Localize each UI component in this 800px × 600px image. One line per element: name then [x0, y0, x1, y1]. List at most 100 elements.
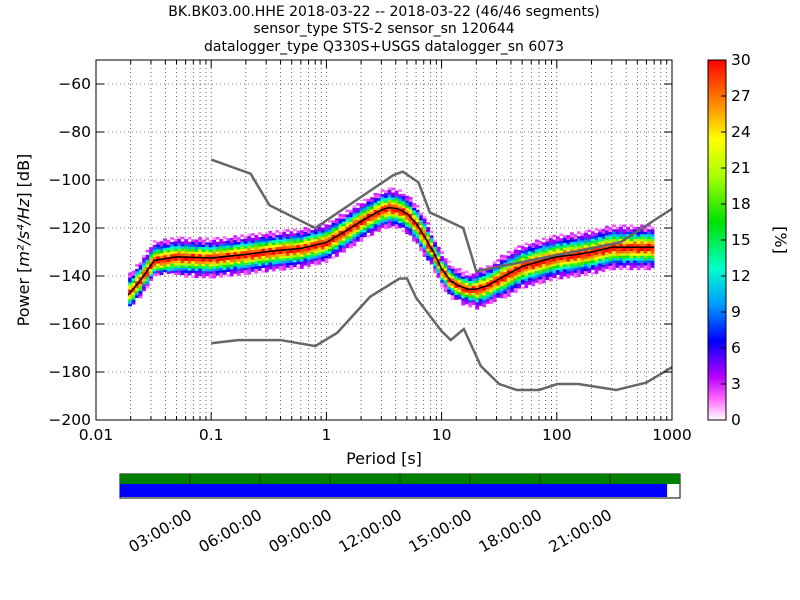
ppsd-cell — [626, 255, 630, 259]
ppsd-cell — [254, 256, 259, 260]
ppsd-cell — [461, 281, 466, 284]
ppsd-cell — [296, 266, 301, 270]
ppsd-cell — [622, 250, 627, 254]
ppsd-cell — [271, 261, 276, 265]
ppsd-cell — [184, 263, 189, 266]
colorbar-tick-label: 6 — [731, 339, 741, 357]
ppsd-cell — [447, 286, 452, 290]
ppsd-cell — [594, 261, 599, 265]
ppsd-cell — [598, 234, 602, 238]
ppsd-cell — [331, 251, 336, 255]
ppsd-cell — [349, 241, 353, 244]
ppsd-cell — [419, 239, 423, 242]
ppsd-cell — [212, 239, 217, 243]
ppsd-cell — [349, 214, 353, 218]
ppsd-cell — [359, 232, 364, 235]
ppsd-cell — [492, 297, 497, 300]
ppsd-cell — [324, 243, 329, 247]
ppsd-cell — [250, 269, 255, 272]
ppsd-cell — [145, 278, 150, 282]
ppsd-cell — [566, 244, 571, 248]
ppsd-cell — [250, 242, 255, 246]
ppsd-cell — [363, 215, 367, 219]
ppsd-cell — [464, 270, 469, 274]
ppsd-cell — [608, 267, 613, 271]
ppsd-cell — [384, 214, 388, 218]
ppsd-cell — [401, 193, 406, 197]
ppsd-cell — [166, 242, 171, 246]
ppsd-cell — [285, 233, 290, 237]
ppsd-cell — [201, 249, 206, 252]
ppsd-cell — [149, 249, 153, 253]
ppsd-cell — [433, 270, 438, 274]
ppsd-cell — [405, 214, 409, 218]
ppsd-cell — [306, 247, 311, 251]
ppsd-cell — [443, 270, 448, 273]
ppsd-cell — [184, 258, 189, 261]
ppsd-cell — [271, 242, 276, 246]
ppsd-cell — [180, 246, 185, 249]
ppsd-cell — [384, 190, 388, 194]
ppsd-cell — [534, 251, 539, 255]
ppsd-cell — [370, 201, 374, 205]
ppsd-cell — [352, 219, 357, 223]
ppsd-cell — [412, 231, 416, 235]
ppsd-cell — [584, 256, 588, 260]
ppsd-cell — [517, 283, 522, 287]
ppsd-cell — [377, 193, 381, 196]
ppsd-cell — [296, 237, 301, 241]
ppsd-cell — [177, 270, 182, 273]
ppsd-cell — [485, 272, 490, 275]
ppsd-cell — [142, 276, 146, 280]
mean-psd-line — [127, 206, 655, 296]
ppsd-cell — [142, 257, 146, 261]
ppsd-cell — [320, 249, 325, 252]
ppsd-cell — [191, 241, 196, 245]
ppsd-cell — [313, 241, 318, 244]
ppsd-cell — [626, 262, 630, 266]
ppsd-cell — [194, 249, 199, 252]
ppsd-cell — [584, 261, 588, 264]
ppsd-cell — [159, 243, 164, 247]
ppsd-cell — [419, 222, 423, 226]
ppsd-cell — [492, 294, 497, 298]
ppsd-cell — [278, 236, 283, 240]
ppsd-cell — [541, 263, 546, 267]
ppsd-cell — [496, 295, 501, 298]
ppsd-cell — [541, 237, 546, 241]
ppsd-cell — [552, 244, 557, 247]
ppsd-cell — [527, 248, 532, 252]
time-tick-label: 06:00:00 — [196, 506, 265, 556]
ppsd-cell — [650, 258, 655, 261]
ppsd-cell — [324, 226, 329, 230]
ppsd-cell — [468, 304, 473, 308]
ppsd-cell — [538, 262, 543, 266]
ppsd-cell — [152, 273, 157, 277]
ppsd-cell — [643, 250, 648, 254]
ppsd-cell — [398, 220, 402, 224]
ppsd-cell — [145, 257, 150, 260]
ppsd-cell — [412, 202, 416, 206]
ppsd-cell — [313, 236, 318, 240]
ppsd-cell — [608, 248, 613, 252]
ppsd-cell — [240, 239, 245, 242]
ppsd-cell — [145, 281, 150, 284]
ppsd-cell — [184, 253, 189, 257]
ppsd-cell — [215, 253, 220, 257]
ppsd-cell — [391, 192, 395, 196]
ppsd-cell — [384, 204, 388, 208]
ppsd-cell — [485, 301, 490, 304]
ppsd-cell — [513, 254, 518, 257]
ppsd-cell — [236, 241, 241, 245]
ppsd-cell — [328, 256, 332, 259]
ppsd-cell — [559, 267, 564, 270]
ppsd-cell — [271, 254, 276, 258]
ppsd-cell — [619, 248, 623, 251]
ppsd-cell — [429, 256, 434, 260]
ppsd-cell — [562, 264, 567, 267]
colorbar-tick-label: 3 — [731, 375, 741, 393]
ppsd-cell — [647, 248, 651, 251]
ppsd-cell — [471, 297, 476, 301]
ppsd-cell — [503, 293, 508, 297]
ppsd-cell — [180, 265, 185, 269]
